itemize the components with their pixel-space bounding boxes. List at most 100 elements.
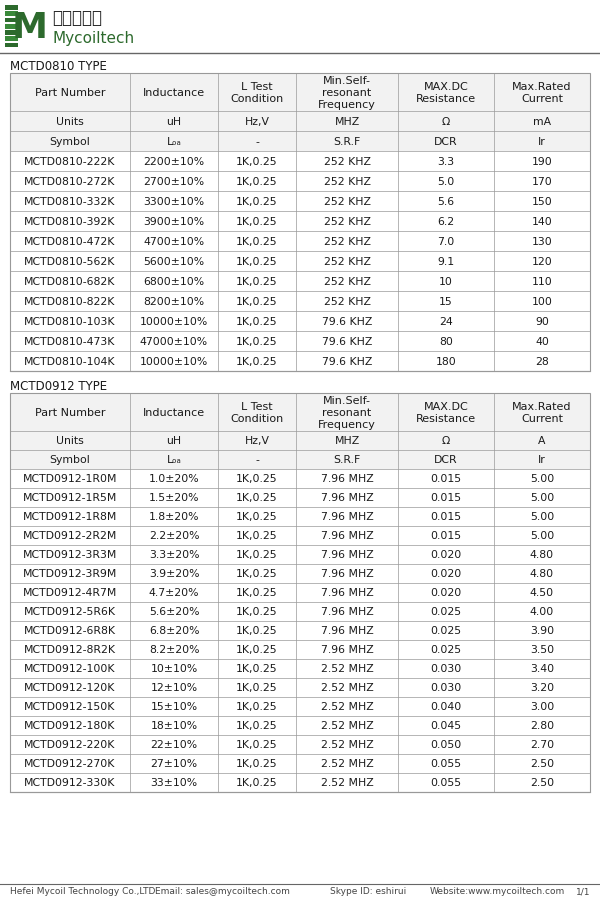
Text: Inductance: Inductance — [143, 408, 205, 418]
Text: 0.030: 0.030 — [430, 664, 461, 674]
Text: 24: 24 — [439, 317, 453, 327]
Text: 1.5±20%: 1.5±20% — [149, 493, 199, 503]
Text: 4.80: 4.80 — [530, 550, 554, 560]
Text: 7.96 MHZ: 7.96 MHZ — [320, 607, 373, 617]
Text: 190: 190 — [532, 157, 553, 167]
Text: 140: 140 — [532, 216, 553, 226]
Text: MCTD0912-8R2K: MCTD0912-8R2K — [24, 645, 116, 655]
Text: 6.8±20%: 6.8±20% — [149, 626, 199, 636]
Text: 79.6 KHZ: 79.6 KHZ — [322, 317, 372, 327]
Text: 6.2: 6.2 — [437, 216, 455, 226]
Bar — [5, 13, 18, 17]
Text: 1K,0.25: 1K,0.25 — [236, 702, 278, 712]
Text: Hefei Mycoil Technology Co.,LTD: Hefei Mycoil Technology Co.,LTD — [10, 887, 155, 896]
Text: Part Number: Part Number — [35, 87, 105, 98]
Text: 0.015: 0.015 — [430, 493, 461, 503]
Text: 252 KHZ: 252 KHZ — [323, 277, 371, 287]
Text: L Test
Condition: L Test Condition — [230, 401, 284, 424]
Text: 1K,0.25: 1K,0.25 — [236, 759, 278, 769]
Text: 10000±10%: 10000±10% — [140, 317, 208, 327]
Text: 1K,0.25: 1K,0.25 — [236, 607, 278, 617]
Text: 3.40: 3.40 — [530, 664, 554, 674]
Text: 40: 40 — [535, 336, 549, 346]
Text: 33±10%: 33±10% — [151, 778, 197, 787]
Text: MCTD0810-392K: MCTD0810-392K — [25, 216, 116, 226]
Text: MCTD0810-822K: MCTD0810-822K — [25, 297, 116, 307]
Text: 12±10%: 12±10% — [151, 683, 197, 693]
Text: Skype ID: eshirui: Skype ID: eshirui — [330, 887, 406, 896]
Text: 0.045: 0.045 — [430, 721, 461, 731]
Text: 1K,0.25: 1K,0.25 — [236, 778, 278, 787]
Bar — [10, 450, 590, 469]
Text: 4.50: 4.50 — [530, 588, 554, 598]
Text: -: - — [255, 137, 259, 147]
Bar — [5, 6, 18, 11]
Text: 6800±10%: 6800±10% — [143, 277, 205, 287]
Text: 4.00: 4.00 — [530, 607, 554, 617]
Text: MCTD0912-220K: MCTD0912-220K — [25, 740, 116, 750]
Text: 2.52 MHZ: 2.52 MHZ — [320, 683, 373, 693]
Text: uH: uH — [166, 436, 182, 446]
Text: MCTD0912-1R5M: MCTD0912-1R5M — [23, 493, 117, 503]
Text: 1K,0.25: 1K,0.25 — [236, 474, 278, 484]
Text: MCTD0912-3R9M: MCTD0912-3R9M — [23, 569, 117, 579]
Text: MHZ: MHZ — [334, 436, 359, 446]
Text: Hz,V: Hz,V — [245, 436, 269, 446]
Text: Symbol: Symbol — [50, 137, 91, 147]
Text: MHZ: MHZ — [334, 117, 359, 127]
Text: 8.2±20%: 8.2±20% — [149, 645, 199, 655]
Bar — [5, 25, 18, 30]
Text: 1K,0.25: 1K,0.25 — [236, 257, 278, 267]
Text: MCTD0912-6R8K: MCTD0912-6R8K — [24, 626, 116, 636]
Text: Ω: Ω — [442, 436, 450, 446]
Text: 80: 80 — [439, 336, 453, 346]
Text: Max.Rated
Current: Max.Rated Current — [512, 82, 572, 104]
Text: 1K,0.25: 1K,0.25 — [236, 236, 278, 247]
Text: 1K,0.25: 1K,0.25 — [236, 645, 278, 655]
Bar — [5, 43, 18, 49]
Text: 28: 28 — [535, 356, 549, 366]
Text: 79.6 KHZ: 79.6 KHZ — [322, 336, 372, 346]
Text: MCTD0912-330K: MCTD0912-330K — [25, 778, 116, 787]
Text: MCTD0912-3R3M: MCTD0912-3R3M — [23, 550, 117, 560]
Text: 1K,0.25: 1K,0.25 — [236, 356, 278, 366]
Text: 1K,0.25: 1K,0.25 — [236, 550, 278, 560]
Text: MCTD0810-473K: MCTD0810-473K — [25, 336, 116, 346]
Text: 1K,0.25: 1K,0.25 — [236, 664, 278, 674]
Text: 2.2±20%: 2.2±20% — [149, 531, 199, 541]
Text: 7.96 MHZ: 7.96 MHZ — [320, 512, 373, 522]
Text: 4700±10%: 4700±10% — [143, 236, 205, 247]
Text: 252 KHZ: 252 KHZ — [323, 236, 371, 247]
Text: DCR: DCR — [434, 455, 458, 465]
Text: 0.055: 0.055 — [430, 759, 461, 769]
Text: DCR: DCR — [434, 137, 458, 147]
Bar — [10, 393, 590, 792]
Text: 5.00: 5.00 — [530, 512, 554, 522]
Text: S.R.F: S.R.F — [334, 455, 361, 465]
Text: 3.50: 3.50 — [530, 645, 554, 655]
Text: 15±10%: 15±10% — [151, 702, 197, 712]
Text: MCTD0912-100K: MCTD0912-100K — [24, 664, 116, 674]
Text: 1K,0.25: 1K,0.25 — [236, 317, 278, 327]
Text: 90: 90 — [535, 317, 549, 327]
Text: MCTD0912-180K: MCTD0912-180K — [25, 721, 116, 731]
Text: 252 KHZ: 252 KHZ — [323, 257, 371, 267]
Text: MCTD0912 TYPE: MCTD0912 TYPE — [10, 380, 107, 392]
Text: 0.020: 0.020 — [430, 569, 461, 579]
Text: 5.00: 5.00 — [530, 474, 554, 484]
Text: 9.1: 9.1 — [437, 257, 455, 267]
Text: 2.80: 2.80 — [530, 721, 554, 731]
Text: 7.96 MHZ: 7.96 MHZ — [320, 550, 373, 560]
Text: 2700±10%: 2700±10% — [143, 177, 205, 187]
Text: 120: 120 — [532, 257, 553, 267]
Text: 7.96 MHZ: 7.96 MHZ — [320, 626, 373, 636]
Text: 15: 15 — [439, 297, 453, 307]
Text: -: - — [255, 455, 259, 465]
Text: MCTD0912-270K: MCTD0912-270K — [25, 759, 116, 769]
Text: Mycoiltech: Mycoiltech — [52, 31, 134, 45]
Text: 4.7±20%: 4.7±20% — [149, 588, 199, 598]
Text: Inductance: Inductance — [143, 87, 205, 98]
Text: 1K,0.25: 1K,0.25 — [236, 588, 278, 598]
Text: 3.20: 3.20 — [530, 683, 554, 693]
Text: MCTD0810-222K: MCTD0810-222K — [25, 157, 116, 167]
